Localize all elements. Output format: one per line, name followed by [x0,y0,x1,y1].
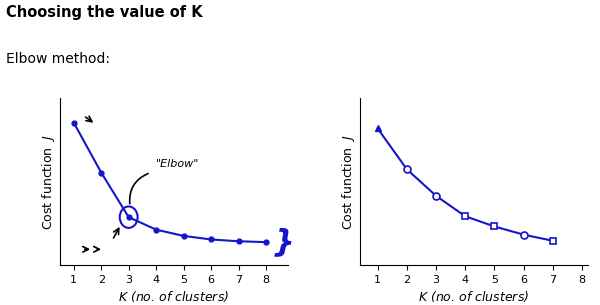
Text: }: } [273,228,295,257]
Text: Choosing the value of K: Choosing the value of K [6,5,203,20]
Y-axis label: Cost function  $J$: Cost function $J$ [340,133,357,230]
Y-axis label: Cost function  $J$: Cost function $J$ [40,133,57,230]
Text: "Elbow": "Elbow" [156,159,200,169]
X-axis label: $K$ (no. of clusters): $K$ (no. of clusters) [418,289,530,304]
Text: Elbow method:: Elbow method: [6,52,110,66]
X-axis label: $K$ (no. of clusters): $K$ (no. of clusters) [118,289,230,304]
